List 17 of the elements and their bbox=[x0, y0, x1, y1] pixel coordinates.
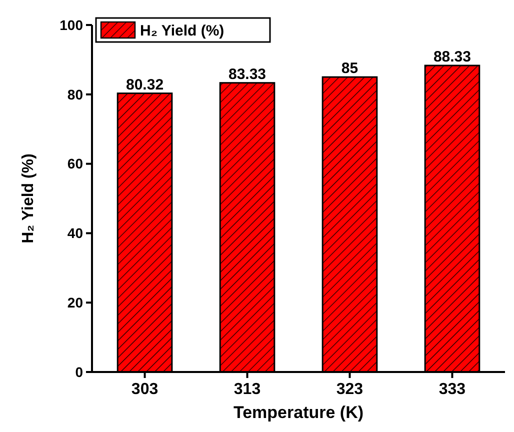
legend-label: H₂ Yield (%) bbox=[140, 22, 224, 40]
x-tick-label: 323 bbox=[336, 381, 364, 398]
data-label: 83.33 bbox=[228, 66, 266, 83]
y-tick-label: 20 bbox=[67, 294, 84, 310]
y-axis-title: H₂ Yield (%) bbox=[20, 154, 37, 244]
y-tick-label: 100 bbox=[60, 16, 84, 33]
y-tick-label: 80 bbox=[67, 86, 84, 102]
y-tick-label: 60 bbox=[67, 156, 84, 172]
y-tick-label: 0 bbox=[75, 364, 84, 380]
x-tick-label: 303 bbox=[131, 381, 158, 398]
x-axis-title: Temperature (K) bbox=[233, 403, 364, 422]
x-tick-label: 333 bbox=[438, 381, 466, 398]
x-tick-label: 313 bbox=[234, 381, 261, 398]
data-label: 80.32 bbox=[126, 76, 164, 94]
data-label: 88.33 bbox=[433, 48, 471, 66]
data-label: 85 bbox=[341, 60, 358, 78]
y-tick-label: 40 bbox=[67, 225, 84, 242]
